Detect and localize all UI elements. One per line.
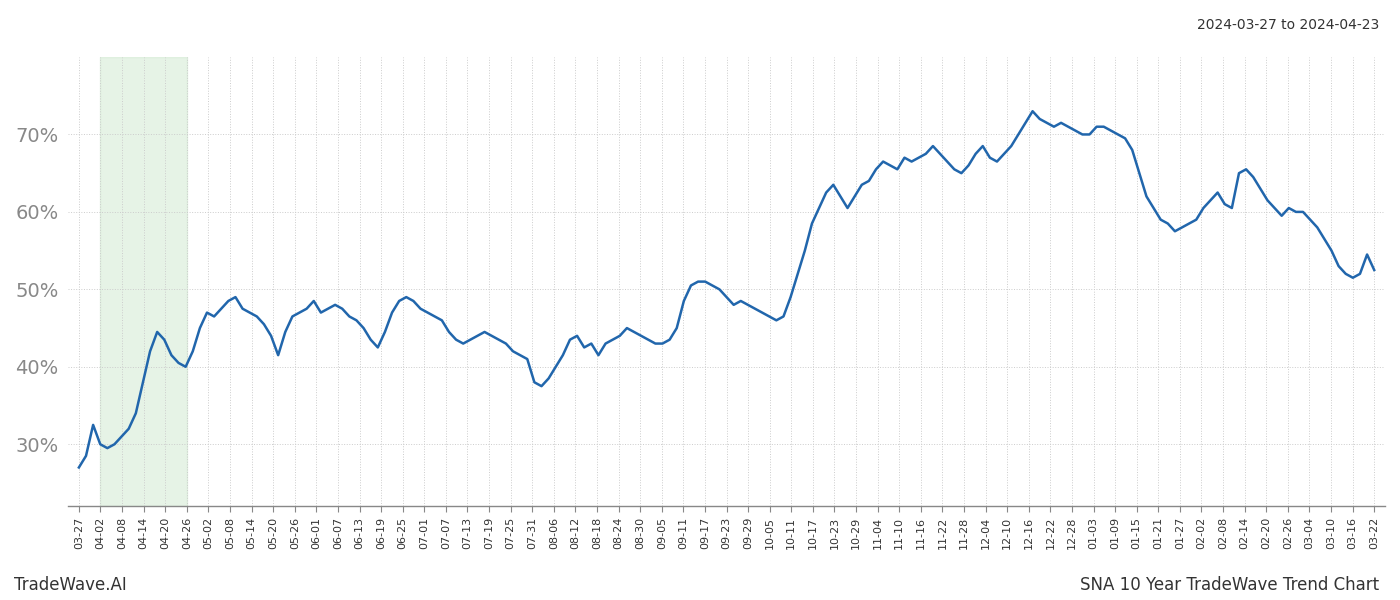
Text: 2024-03-27 to 2024-04-23: 2024-03-27 to 2024-04-23 (1197, 18, 1379, 32)
Text: SNA 10 Year TradeWave Trend Chart: SNA 10 Year TradeWave Trend Chart (1079, 576, 1379, 594)
Bar (101, 57, 186, 506)
Text: TradeWave.AI: TradeWave.AI (14, 576, 127, 594)
